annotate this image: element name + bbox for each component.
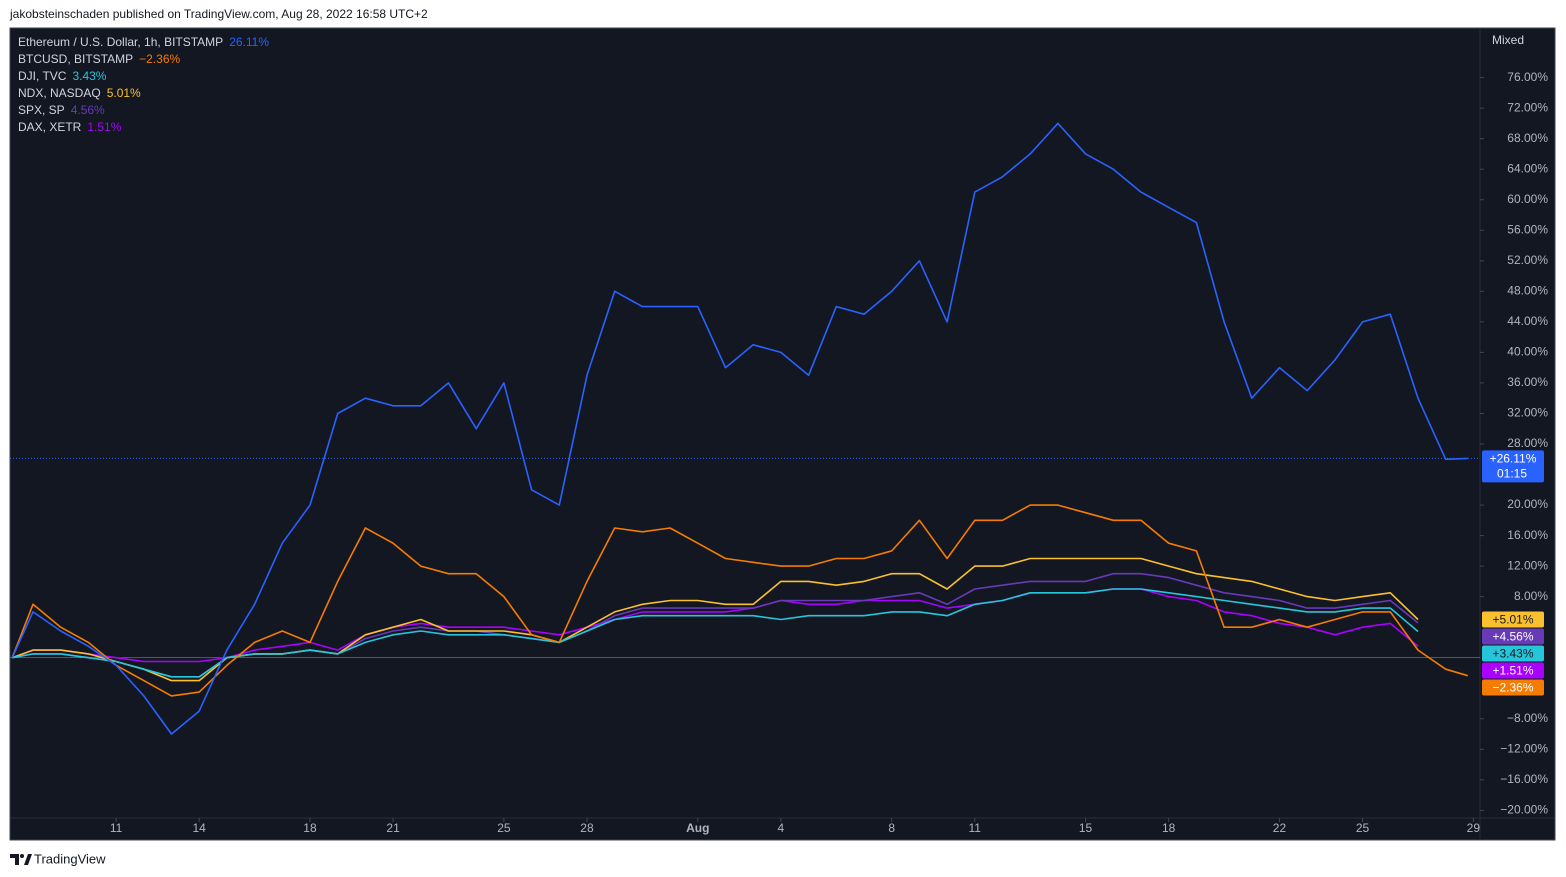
x-tick-label: 4 xyxy=(778,821,785,835)
legend-name: SPX, SP xyxy=(18,103,65,117)
x-tick-label: 15 xyxy=(1079,821,1093,835)
y-tick-label: 52.00% xyxy=(1507,253,1548,267)
price-label: +3.43% xyxy=(1492,647,1533,661)
y-tick-label: 48.00% xyxy=(1507,284,1548,298)
x-tick-label: 29 xyxy=(1467,821,1481,835)
legend-name: Ethereum / U.S. Dollar, 1h, BITSTAMP xyxy=(18,35,223,49)
legend-name: DAX, XETR xyxy=(18,120,82,134)
x-tick-label: 25 xyxy=(497,821,511,835)
price-label-box xyxy=(1482,662,1544,679)
x-tick-label: 21 xyxy=(386,821,400,835)
y-tick-label: 8.00% xyxy=(1514,589,1548,603)
legend-value: −2.36% xyxy=(139,52,180,66)
y-tick-label: 32.00% xyxy=(1507,406,1548,420)
price-label: +5.01% xyxy=(1492,613,1533,627)
legend-name: DJI, TVC xyxy=(18,69,67,83)
y-tick-label: 36.00% xyxy=(1507,375,1548,389)
y-tick-label: −12.00% xyxy=(1500,741,1548,755)
price-label-box xyxy=(1482,679,1544,696)
chart-panel xyxy=(9,27,1556,841)
series-line xyxy=(11,122,1468,735)
footer: TradingView xyxy=(34,851,106,866)
legend-value: 26.11% xyxy=(229,35,269,49)
price-label: +26.11% xyxy=(1490,452,1537,466)
logo xyxy=(10,854,32,865)
y-tick-label: 72.00% xyxy=(1507,100,1548,114)
y-tick-label: −20.00% xyxy=(1500,803,1548,817)
price-label-box xyxy=(1482,645,1544,662)
legend-value: 5.01% xyxy=(107,86,141,100)
price-label-box xyxy=(1482,628,1544,645)
header: jakobsteinschaden published on TradingVi… xyxy=(9,7,428,21)
legend-value: 3.43% xyxy=(72,69,106,83)
y-tick-label: 76.00% xyxy=(1507,70,1548,84)
x-tick-label: 11 xyxy=(969,821,982,835)
y-tick-label: 44.00% xyxy=(1507,314,1548,328)
y-tick-label: 56.00% xyxy=(1507,222,1548,236)
y-tick-label: 28.00% xyxy=(1507,436,1548,450)
countdown: 01:15 xyxy=(1497,467,1527,481)
scale-label: Mixed xyxy=(1492,33,1524,47)
y-tick-label: 60.00% xyxy=(1507,192,1548,206)
y-tick-label: 16.00% xyxy=(1507,528,1548,542)
legend-name: BTCUSD, BITSTAMP xyxy=(18,52,133,66)
legend-value: 4.56% xyxy=(71,103,105,117)
price-label: +4.56% xyxy=(1492,630,1533,644)
price-label: +1.51% xyxy=(1492,664,1533,678)
x-tick-label: 14 xyxy=(193,821,207,835)
price-label-box xyxy=(1482,450,1544,483)
x-tick-label: 18 xyxy=(303,821,317,835)
x-tick-label: 28 xyxy=(580,821,594,835)
price-label-box xyxy=(1482,611,1544,628)
y-tick-label: 12.00% xyxy=(1507,558,1548,572)
x-tick-label: 8 xyxy=(888,821,895,835)
series-line xyxy=(11,504,1469,697)
x-tick-label: 18 xyxy=(1162,821,1176,835)
y-tick-label: 68.00% xyxy=(1507,131,1548,145)
price-label: −2.36% xyxy=(1492,681,1533,695)
y-tick-label: 40.00% xyxy=(1507,345,1548,359)
y-tick-label: −16.00% xyxy=(1500,772,1548,786)
x-tick-label: 22 xyxy=(1273,821,1287,835)
y-tick-label: 64.00% xyxy=(1507,161,1548,175)
series-line xyxy=(12,588,1419,678)
x-tick-label: 11 xyxy=(110,821,123,835)
y-tick-label: 20.00% xyxy=(1507,497,1548,511)
legend-value: 1.51% xyxy=(87,120,121,134)
x-tick-label: Aug xyxy=(686,821,709,835)
y-tick-label: −8.00% xyxy=(1507,711,1548,725)
legend-name: NDX, NASDAQ xyxy=(18,86,101,100)
x-tick-label: 25 xyxy=(1356,821,1370,835)
